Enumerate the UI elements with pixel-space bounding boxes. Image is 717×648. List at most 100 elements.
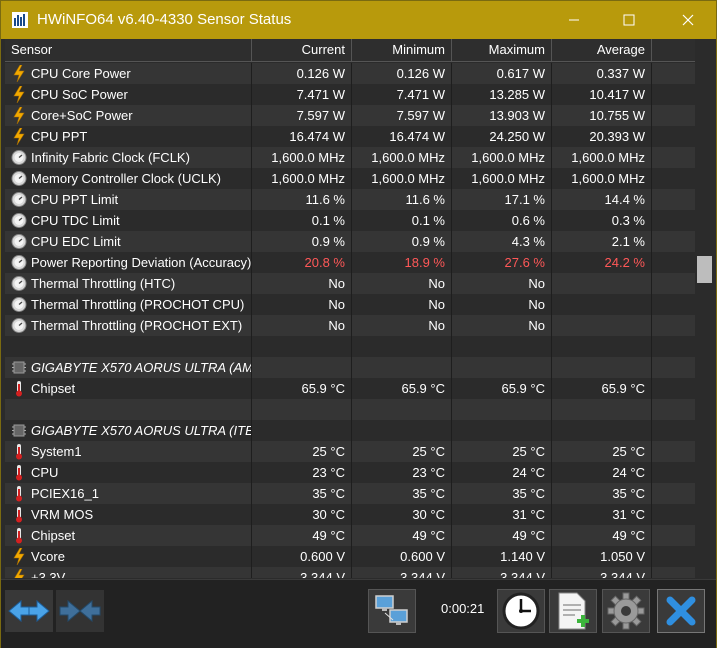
current-value: 1,600.0 MHz — [252, 168, 352, 189]
empty-cell — [252, 336, 352, 357]
lightning-bolt-icon — [13, 107, 25, 124]
thermometer-icon — [16, 528, 22, 544]
sensor-group-header[interactable]: GIGABYTE X570 AORUS ULTRA (ITE... — [5, 420, 695, 441]
sensor-row[interactable]: CPU 23 °C 23 °C 24 °C 24 °C — [5, 462, 695, 483]
minimum-value: 0.600 V — [352, 546, 452, 567]
sensor-group-header[interactable]: GIGABYTE X570 AORUS ULTRA (AM... — [5, 357, 695, 378]
column-header-average[interactable]: Average — [552, 39, 652, 61]
current-value: 0.600 V — [252, 546, 352, 567]
scrollbar-thumb[interactable] — [697, 256, 712, 283]
sensor-row[interactable]: Memory Controller Clock (UCLK) 1,600.0 MH… — [5, 168, 695, 189]
sensor-row[interactable]: Core+SoC Power 7.597 W 7.597 W 13.903 W 10.7… — [5, 105, 695, 126]
sensor-name: System1 — [5, 441, 252, 462]
collapse-arrows-icon — [59, 599, 101, 623]
current-value: 3.344 V — [252, 567, 352, 578]
reset-timer-button[interactable] — [497, 589, 545, 633]
current-value: 0.126 W — [252, 63, 352, 84]
average-value — [552, 315, 652, 336]
current-value: 7.597 W — [252, 105, 352, 126]
thermometer-icon — [16, 465, 22, 481]
average-value: 0.3 % — [552, 210, 652, 231]
column-header-current[interactable]: Current — [252, 39, 352, 61]
gauge-icon — [11, 276, 27, 291]
sensor-row[interactable]: Thermal Throttling (PROCHOT EXT) No No No — [5, 315, 695, 336]
sensor-row[interactable]: CPU PPT 16.474 W 16.474 W 24.250 W 20.393 W — [5, 126, 695, 147]
empty-cell — [5, 399, 252, 420]
chip-icon — [12, 424, 26, 437]
empty-cell — [252, 357, 352, 378]
maximum-value: 13.903 W — [452, 105, 552, 126]
maximum-value: 1,600.0 MHz — [452, 168, 552, 189]
maximum-value: No — [452, 273, 552, 294]
sensor-row[interactable]: Chipset 65.9 °C 65.9 °C 65.9 °C 65.9 °C — [5, 378, 695, 399]
column-header-sensor[interactable]: Sensor — [5, 39, 252, 61]
sensor-name: Chipset — [5, 378, 252, 399]
minimum-value: 18.9 % — [352, 252, 452, 273]
sensor-row[interactable]: Thermal Throttling (PROCHOT CPU) No No No — [5, 294, 695, 315]
app-icon — [12, 12, 28, 28]
window-title: HWiNFO64 v6.40-4330 Sensor Status — [37, 11, 292, 28]
minimize-button[interactable] — [546, 1, 601, 39]
maximum-value: 4.3 % — [452, 231, 552, 252]
maximize-button[interactable] — [601, 1, 656, 39]
sensor-row[interactable]: CPU EDC Limit 0.9 % 0.9 % 4.3 % 2.1 % — [5, 231, 695, 252]
average-value: 3.344 V — [552, 567, 652, 578]
logging-button[interactable] — [549, 589, 597, 633]
maximum-value: 35 °C — [452, 483, 552, 504]
minimum-value: No — [352, 273, 452, 294]
current-value: 30 °C — [252, 504, 352, 525]
average-value: 25 °C — [552, 441, 652, 462]
sensor-row[interactable]: CPU PPT Limit 11.6 % 11.6 % 17.1 % 14.4 % — [5, 189, 695, 210]
current-value: No — [252, 273, 352, 294]
empty-cell — [552, 357, 652, 378]
sensor-row[interactable]: CPU Core Power 0.126 W 0.126 W 0.617 W 0.337… — [5, 63, 695, 84]
clock-icon — [502, 592, 540, 630]
sensor-row[interactable]: Vcore 0.600 V 0.600 V 1.140 V 1.050 V — [5, 546, 695, 567]
sensor-row[interactable]: Power Reporting Deviation (Accuracy) 20.8… — [5, 252, 695, 273]
close-x-icon — [666, 596, 696, 626]
sensor-row[interactable]: CPU TDC Limit 0.1 % 0.1 % 0.6 % 0.3 % — [5, 210, 695, 231]
minimum-value: 16.474 W — [352, 126, 452, 147]
settings-gear-icon — [607, 592, 645, 630]
empty-cell — [452, 357, 552, 378]
network-button[interactable] — [368, 589, 416, 633]
sensor-row[interactable]: VRM MOS 30 °C 30 °C 31 °C 31 °C — [5, 504, 695, 525]
sensor-row[interactable]: Thermal Throttling (HTC) No No No — [5, 273, 695, 294]
average-value: 24 °C — [552, 462, 652, 483]
average-value — [552, 294, 652, 315]
sensor-row[interactable]: Chipset 49 °C 49 °C 49 °C 49 °C — [5, 525, 695, 546]
close-window-button[interactable] — [660, 1, 715, 39]
sensor-name: Thermal Throttling (PROCHOT CPU) — [5, 294, 252, 315]
column-header-maximum[interactable]: Maximum — [452, 39, 552, 61]
expand-button[interactable] — [5, 590, 53, 632]
maximum-value: 1.140 V — [452, 546, 552, 567]
maximum-value: 24 °C — [452, 462, 552, 483]
empty-cell — [352, 420, 452, 441]
maximum-value: 1,600.0 MHz — [452, 147, 552, 168]
sensor-row[interactable]: System1 25 °C 25 °C 25 °C 25 °C — [5, 441, 695, 462]
sensor-name: +3.3V — [5, 567, 252, 578]
thermometer-icon — [16, 444, 22, 460]
gauge-icon — [11, 318, 27, 333]
sensor-row[interactable]: CPU SoC Power 7.471 W 7.471 W 13.285 W 10.41… — [5, 84, 695, 105]
gauge-icon — [11, 234, 27, 249]
sensor-name: CPU PPT — [5, 126, 252, 147]
title-bar[interactable]: HWiNFO64 v6.40-4330 Sensor Status — [1, 1, 716, 39]
collapse-button[interactable] — [56, 590, 104, 632]
sensor-row[interactable]: PCIEX16_1 35 °C 35 °C 35 °C 35 °C — [5, 483, 695, 504]
column-header-minimum[interactable]: Minimum — [352, 39, 452, 61]
current-value: 20.8 % — [252, 252, 352, 273]
current-value: 16.474 W — [252, 126, 352, 147]
average-value: 1.050 V — [552, 546, 652, 567]
minimum-value: 25 °C — [352, 441, 452, 462]
sensor-row[interactable]: Infinity Fabric Clock (FCLK) 1,600.0 MHz 1… — [5, 147, 695, 168]
sensor-row[interactable]: +3.3V 3.344 V 3.344 V 3.344 V 3.344 V — [5, 567, 695, 578]
average-value: 35 °C — [552, 483, 652, 504]
current-value: 7.471 W — [252, 84, 352, 105]
settings-button[interactable] — [602, 589, 650, 633]
vertical-scrollbar[interactable] — [695, 39, 715, 578]
close-sensors-button[interactable] — [657, 589, 705, 633]
average-value: 1,600.0 MHz — [552, 147, 652, 168]
lightning-bolt-icon — [14, 569, 25, 578]
average-value: 24.2 % — [552, 252, 652, 273]
